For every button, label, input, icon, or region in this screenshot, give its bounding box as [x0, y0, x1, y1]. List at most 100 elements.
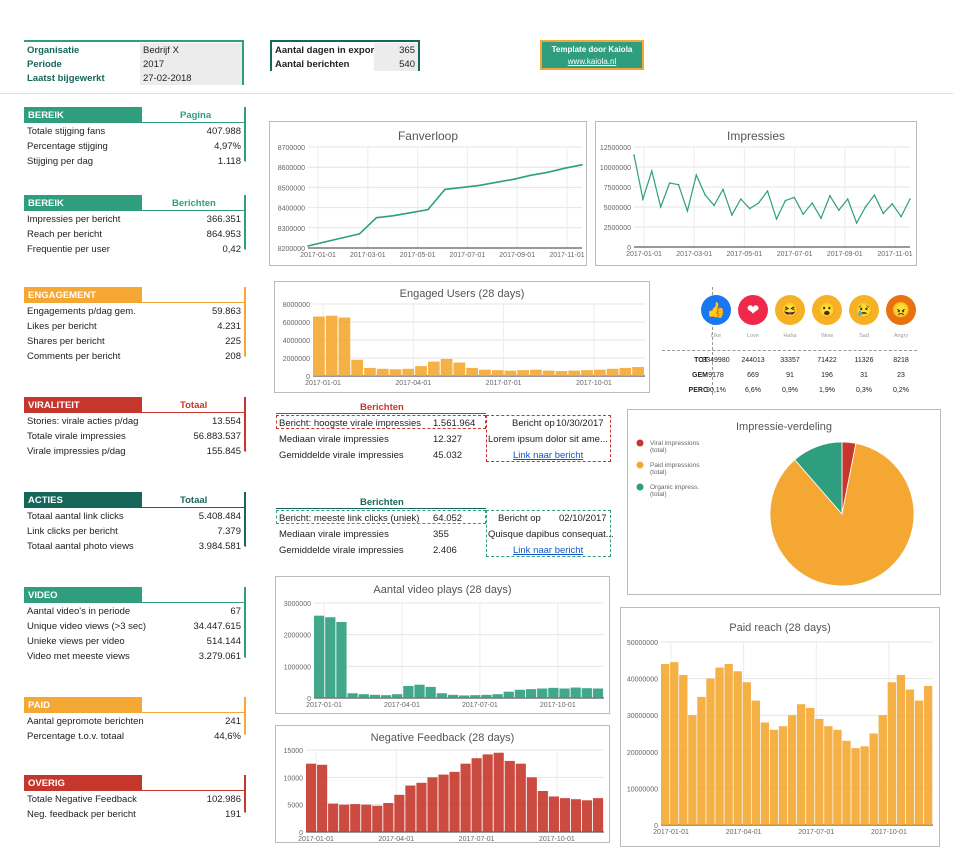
data-bar — [914, 700, 924, 825]
y-tick-label: 7500000 — [604, 185, 631, 192]
data-point — [873, 194, 876, 196]
clicks-post-link[interactable]: Link naar bericht — [513, 545, 584, 556]
metric-value: 864.953 — [206, 228, 241, 240]
metric-value: 241 — [225, 715, 241, 727]
days-value-cell — [374, 43, 418, 57]
data-bar — [517, 370, 530, 376]
viral-block: Berichten Bericht: hoogste virale impres… — [276, 400, 612, 464]
data-bar — [537, 688, 548, 698]
metric-label: Unique video views (>3 sec) — [27, 620, 147, 632]
data-bar — [769, 729, 779, 825]
wow-icon: 😮 — [812, 295, 842, 325]
metric-value: 4,97% — [214, 140, 241, 152]
period-label: Periode — [27, 59, 62, 70]
data-bar — [514, 689, 526, 698]
data-bar — [471, 758, 482, 832]
chart-video-plays: Aantal video plays (28 days) 3000000 2000… — [275, 576, 610, 714]
y-tick-label: 0 — [627, 245, 631, 252]
reaction-row-label: GEM — [692, 372, 708, 379]
y-tick-label: 40000000 — [627, 677, 658, 684]
data-point — [564, 167, 566, 170]
clicks-head-line — [276, 508, 486, 509]
data-bar — [570, 799, 582, 832]
section-bereik1: BEREIK Pagina Totale stijging fans 407.988 P… — [24, 107, 246, 167]
chart-paid-reach: Paid reach (28 days) 50000000 40000000 300… — [620, 607, 940, 847]
data-bar — [526, 777, 537, 832]
data-bar — [460, 763, 471, 832]
period-value: 2017 — [143, 59, 165, 70]
viral-dashed-box-left — [276, 415, 486, 429]
metric-label: Neg. feedback per bericht — [27, 808, 136, 820]
updated-label: Laatst bijgewerkt — [27, 73, 105, 84]
data-bar — [568, 370, 581, 376]
data-point — [324, 241, 326, 243]
section-overig: OVERIG Totale Negative Feedback 102.986 Neg… — [24, 775, 246, 820]
data-bar — [787, 715, 797, 825]
metric-label: Video met meeste views — [27, 650, 130, 662]
block-row-label: Bericht: hoogste virale impressies — [279, 418, 422, 429]
viral-head-line — [276, 413, 486, 414]
data-bar — [380, 695, 392, 698]
header-info-block: Organisatie Bedrijf X Periode 2017 Laats… — [24, 40, 244, 85]
data-bar — [548, 796, 559, 832]
reaction-cell: 0,9% — [782, 387, 798, 394]
data-point — [802, 213, 804, 215]
metric-label: Totale stijging fans — [27, 125, 106, 137]
data-point — [882, 212, 885, 215]
data-point — [642, 198, 644, 200]
template-link[interactable]: www.kaiola.nl — [567, 57, 617, 66]
data-point — [766, 190, 769, 192]
metric-label: Likes per bericht — [27, 320, 97, 332]
y-tick-label: 15000 — [284, 748, 304, 755]
data-bar — [581, 800, 593, 832]
data-bar — [715, 667, 724, 825]
data-bar — [453, 362, 466, 376]
love-icon: ❤ — [738, 295, 768, 325]
data-bar — [592, 798, 604, 832]
viral-post-link[interactable]: Link naar bericht — [513, 450, 584, 461]
data-bar — [369, 694, 381, 698]
angry-icon: 😠 — [886, 295, 916, 325]
metric-label: Virale impressies p/dag — [27, 445, 126, 457]
data-bar — [492, 694, 503, 698]
data-bar — [742, 682, 751, 825]
reaction-row-label: PERC — [688, 387, 708, 394]
chart-title: Aantal video plays (28 days) — [373, 584, 512, 596]
data-bar — [440, 358, 453, 376]
block-row-label: Mediaan virale impressies — [279, 434, 389, 445]
clicks-post-text: Quisque dapibus consequat... — [488, 529, 614, 540]
data-bar — [306, 763, 317, 832]
chart-svg: 50000000 40000000 30000000 20000000 10000000… — [627, 640, 933, 836]
metric-value: 155.845 — [206, 445, 241, 457]
data-bar — [706, 678, 715, 825]
data-point — [375, 216, 378, 219]
block-row-value: 12.327 — [433, 434, 463, 445]
section-scope-label: Pagina — [180, 109, 212, 121]
legend-label: Viral impressions (total) — [650, 440, 700, 454]
chart-title: Paid reach (28 days) — [729, 622, 831, 634]
metric-value: 102.986 — [206, 793, 241, 805]
data-bar — [415, 366, 427, 376]
data-bar — [806, 707, 815, 825]
section-head-line — [24, 507, 246, 508]
data-bar — [438, 774, 449, 832]
metric-value: 514.144 — [206, 635, 241, 647]
data-bar — [751, 700, 761, 825]
reaction-cell: 11326 — [854, 357, 874, 364]
metric-label: Unieke views per video — [27, 635, 125, 647]
data-bar — [392, 694, 403, 698]
data-bar — [427, 361, 440, 376]
data-point — [713, 204, 715, 207]
metric-label: Shares per bericht — [27, 335, 105, 347]
data-bar — [394, 794, 405, 832]
data-bar — [797, 704, 806, 825]
data-point — [722, 188, 724, 191]
section-head-line — [24, 122, 246, 123]
data-point — [829, 195, 831, 197]
data-point — [677, 183, 680, 186]
clicks-date-value: 02/10/2017 — [559, 513, 607, 524]
reaction-cell: 3349980 — [702, 357, 730, 364]
metric-value: 4.231 — [217, 320, 241, 332]
data-bar — [878, 715, 887, 825]
